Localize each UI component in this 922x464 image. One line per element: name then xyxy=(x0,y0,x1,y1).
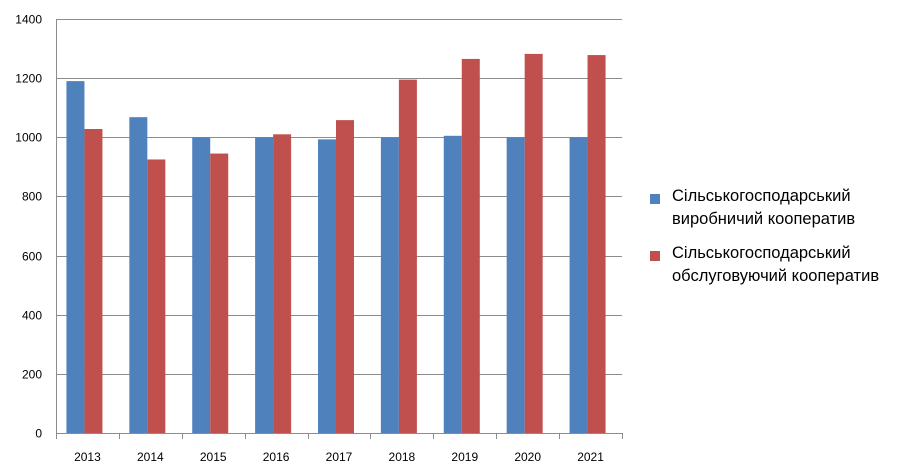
x-tick-label: 2020 xyxy=(514,450,541,464)
bar-series-2-2016 xyxy=(273,134,292,434)
x-tick-label: 2013 xyxy=(74,450,101,464)
bar-series-1-2021 xyxy=(569,137,588,434)
legend-item-series-2: Сільськогосподарський обслуговуючий кооп… xyxy=(650,242,922,288)
bar-series-2-2018 xyxy=(398,79,417,433)
bar-series-2-2017 xyxy=(336,120,354,434)
x-tick-label: 2017 xyxy=(326,450,353,464)
bar-series-1-2018 xyxy=(380,137,399,434)
bar-series-2-2013 xyxy=(84,129,103,433)
legend-label-series-2: Сільськогосподарський обслуговуючий кооп… xyxy=(672,244,880,285)
bar-series-2-2019 xyxy=(461,58,480,434)
y-tick-label: 400 xyxy=(22,309,42,323)
legend-label-series-1: Сільськогосподарський виробничий коопера… xyxy=(672,187,856,228)
bar-series-2-2021 xyxy=(587,55,606,433)
legend-item-series-1: Сільськогосподарський виробничий коопера… xyxy=(650,185,922,231)
bar-series-2-2015 xyxy=(210,153,229,434)
y-tick-label: 1000 xyxy=(15,131,42,145)
bar-series-2-2014 xyxy=(147,159,166,433)
legend: Сільськогосподарський виробничий коопера… xyxy=(650,185,922,299)
bar-series-1-2017 xyxy=(318,139,336,433)
x-tick-label: 2019 xyxy=(451,450,478,464)
x-tick-label: 2018 xyxy=(389,450,416,464)
bar-series-1-2013 xyxy=(66,81,85,433)
bar-series-1-2014 xyxy=(129,117,148,434)
bar-series-1-2020 xyxy=(506,137,525,434)
y-tick-label: 1200 xyxy=(15,72,42,86)
bars xyxy=(66,53,606,434)
legend-swatch-series-2 xyxy=(650,251,660,261)
x-tick-label: 2016 xyxy=(263,450,290,464)
y-tick-label: 600 xyxy=(22,250,42,264)
legend-swatch-series-1 xyxy=(650,194,660,204)
y-axis-tick-labels: 0 200 400 600 800 1000 1200 1400 xyxy=(15,13,42,441)
y-tick-label: 0 xyxy=(35,427,42,441)
x-tick-label: 2014 xyxy=(137,450,164,464)
x-axis xyxy=(56,19,623,439)
y-tick-label: 800 xyxy=(22,190,42,204)
bar-series-1-2019 xyxy=(443,135,462,434)
y-tick-label: 200 xyxy=(22,368,42,382)
x-tick-label: 2015 xyxy=(200,450,227,464)
y-tick-label: 1400 xyxy=(15,13,42,27)
x-axis-tick-labels: 2013 2014 2015 2016 2017 2018 2019 2020 2021 xyxy=(74,450,604,464)
bar-series-1-2016 xyxy=(255,137,274,434)
bar-series-1-2015 xyxy=(192,137,211,434)
bar-series-2-2020 xyxy=(524,53,543,433)
x-tick-label: 2021 xyxy=(577,450,604,464)
